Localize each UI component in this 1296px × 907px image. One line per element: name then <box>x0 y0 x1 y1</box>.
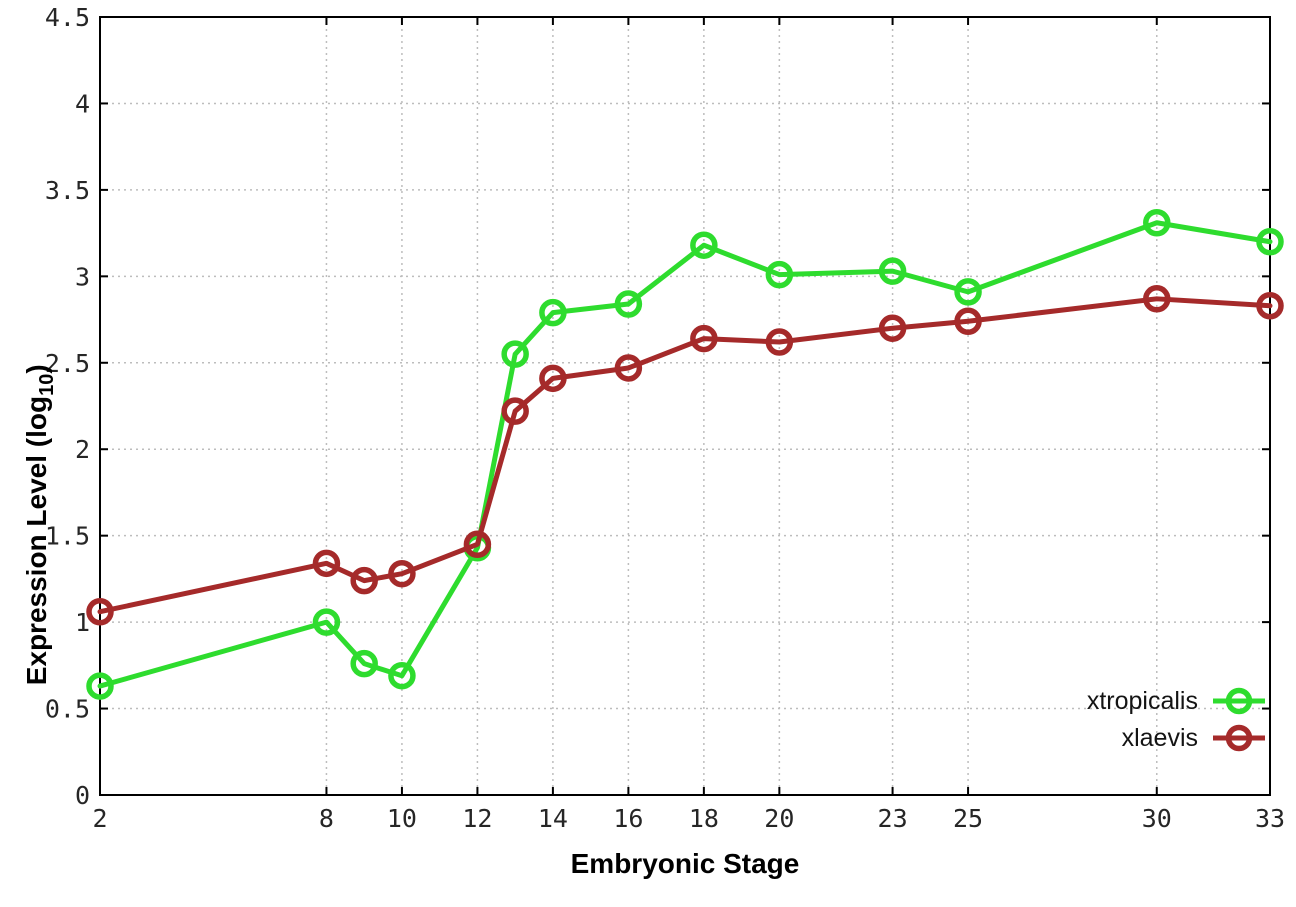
y-tick-label: 0.5 <box>45 695 90 724</box>
y-axis-label-subscript: 10 <box>35 373 58 396</box>
x-tick-label: 12 <box>462 804 492 833</box>
series-xtropicalis <box>86 208 1284 700</box>
data-point-xlaevis <box>539 364 567 393</box>
data-point-xlaevis <box>1256 291 1284 320</box>
y-tick-label: 2.5 <box>45 349 90 378</box>
data-point-xlaevis <box>690 324 718 353</box>
data-point-xlaevis <box>765 328 794 356</box>
data-point-xtropicalis <box>1143 208 1171 237</box>
data-point-xlaevis <box>312 549 341 578</box>
y-tick-label: 2 <box>75 435 90 464</box>
plot-border <box>99 16 1271 796</box>
y-axis-label-suffix: ) <box>21 364 53 374</box>
x-tick-label: 30 <box>1142 804 1172 833</box>
legend-line-marker-xlaevis <box>1213 724 1265 752</box>
y-tick-label: 1 <box>75 608 90 637</box>
tick-marks <box>99 16 1271 796</box>
data-point-xlaevis <box>1143 285 1171 313</box>
series-xlaevis <box>86 285 1284 626</box>
x-tick-label: 23 <box>878 804 908 833</box>
legend-item-xtropicalis: xtropicalis <box>1087 684 1266 718</box>
data-point-xlaevis <box>86 597 114 626</box>
x-tick-label: 33 <box>1255 804 1285 833</box>
x-tick-label: 20 <box>764 804 794 833</box>
data-point-xlaevis <box>501 397 529 425</box>
data-point-xtropicalis <box>350 649 378 678</box>
data-point-xlaevis <box>878 314 907 342</box>
data-point-xlaevis <box>388 559 416 588</box>
series-line-xtropicalis <box>97 220 1273 689</box>
data-point-xlaevis <box>350 566 378 595</box>
data-point-xtropicalis <box>878 257 907 285</box>
x-tick-label: 25 <box>953 804 983 833</box>
data-point-xlaevis <box>614 354 643 382</box>
data-point-xtropicalis <box>501 340 529 368</box>
series-line-xlaevis <box>97 296 1273 615</box>
legend-item-xlaevis: xlaevis <box>1122 721 1266 755</box>
y-tick-label: 1.5 <box>45 522 90 551</box>
data-point-xtropicalis <box>1256 228 1284 256</box>
data-point-xtropicalis <box>312 608 341 636</box>
data-point-xlaevis <box>463 530 492 559</box>
data-point-xtropicalis <box>86 672 114 700</box>
y-axis-label: Expression Level (log10) <box>21 225 59 825</box>
y-tick-label: 4.5 <box>45 3 90 32</box>
data-point-xtropicalis <box>690 231 718 259</box>
legend: xtropicalis xlaevis <box>1087 684 1266 755</box>
tick-labels: 2 8 10 12 14 16 18 20 23 25 30 33 0 0.5 1 1.5 2 2.5 3 3.5 4 4… <box>45 3 1285 833</box>
x-tick-label: 14 <box>538 804 568 833</box>
data-point-xtropicalis <box>954 278 982 306</box>
x-tick-label: 2 <box>92 804 107 833</box>
x-tick-label: 10 <box>387 804 417 833</box>
x-tick-label: 16 <box>613 804 643 833</box>
y-tick-label: 4 <box>75 89 90 118</box>
legend-label-xtropicalis: xtropicalis <box>1086 687 1198 715</box>
data-point-xtropicalis <box>614 290 643 318</box>
data-point-xlaevis <box>954 307 982 336</box>
legend-line-marker-xtropicalis <box>1213 687 1265 715</box>
x-tick-label: 8 <box>319 804 334 833</box>
data-point-xtropicalis <box>539 298 567 327</box>
y-tick-label: 0 <box>75 781 90 810</box>
y-tick-label: 3 <box>75 262 90 291</box>
y-tick-label: 3.5 <box>45 176 90 205</box>
gridlines <box>100 17 1270 795</box>
data-point-xtropicalis <box>388 661 416 690</box>
data-point-xtropicalis <box>765 260 794 289</box>
legend-label-xlaevis: xlaevis <box>1121 724 1198 752</box>
y-axis-label-text: Expression Level (log <box>21 395 53 686</box>
x-tick-label: 18 <box>689 804 719 833</box>
x-axis-label: Embryonic Stage <box>570 848 800 879</box>
